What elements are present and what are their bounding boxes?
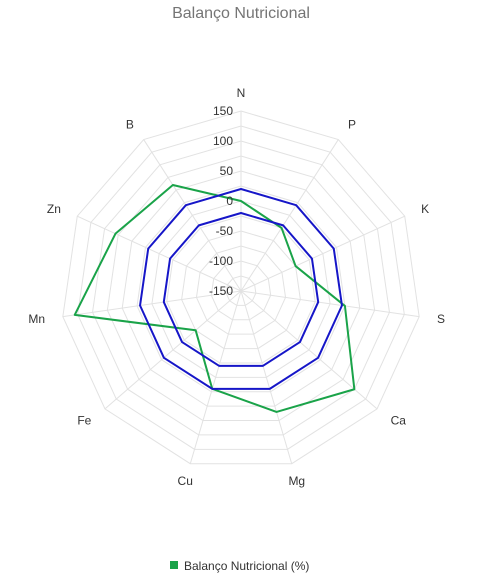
- grid-spoke: [240, 139, 339, 292]
- grid-ring: [225, 275, 257, 306]
- category-labels: N P K S Ca Mg Cu Fe Mn Zn B: [28, 86, 445, 488]
- grid-ring: [136, 185, 346, 393]
- category-label-fe: Fe: [77, 414, 91, 428]
- tick-label: 0: [226, 194, 233, 208]
- grid-spoke: [240, 215, 405, 292]
- category-label-n: N: [237, 86, 246, 100]
- radar-spokes: [62, 111, 420, 464]
- tick-label: -150: [209, 284, 233, 298]
- grid-ring: [121, 170, 361, 407]
- grid-spoke: [189, 290, 242, 464]
- grid-spoke: [143, 139, 242, 292]
- radial-tick-labels: 150 100 50 0 -50 -100 -150: [209, 104, 233, 298]
- tick-label: -100: [209, 254, 233, 268]
- grid-ring: [166, 215, 316, 364]
- series-reference-1: [139, 188, 343, 390]
- radar-series: [73, 184, 356, 413]
- legend-label: Balanço Nutricional (%): [184, 559, 309, 573]
- legend[interactable]: Balanço Nutricional (%): [170, 559, 309, 573]
- category-label-k: K: [421, 202, 429, 216]
- category-label-p: P: [348, 117, 356, 131]
- grid-ring: [77, 125, 405, 450]
- grid-spoke: [62, 290, 242, 318]
- grid-ring: [181, 230, 301, 350]
- category-label-s: S: [437, 312, 445, 326]
- tick-label: 100: [213, 134, 233, 148]
- legend-swatch: [170, 561, 178, 569]
- grid-ring: [195, 245, 287, 335]
- chart-title: Balanço Nutricional: [172, 5, 310, 22]
- category-label-zn: Zn: [47, 202, 61, 216]
- series-balanco-nutricional: [73, 184, 356, 413]
- grid-spoke: [240, 290, 420, 318]
- grid-ring: [62, 110, 420, 465]
- tick-label: 50: [220, 164, 234, 178]
- series-reference-2: [162, 212, 320, 367]
- tick-label: 150: [213, 104, 233, 118]
- grid-ring: [210, 260, 272, 321]
- radar-grid: [62, 110, 420, 465]
- category-label-mn: Mn: [28, 312, 45, 326]
- category-label-ca: Ca: [391, 414, 407, 428]
- category-label-b: B: [126, 117, 134, 131]
- grid-spoke: [104, 290, 242, 410]
- grid-spoke: [240, 290, 293, 464]
- grid-ring: [151, 200, 331, 378]
- category-label-mg: Mg: [288, 474, 305, 488]
- grid-spoke: [77, 215, 242, 292]
- grid-ring: [92, 140, 390, 436]
- category-label-cu: Cu: [178, 474, 193, 488]
- tick-label: -50: [216, 224, 234, 238]
